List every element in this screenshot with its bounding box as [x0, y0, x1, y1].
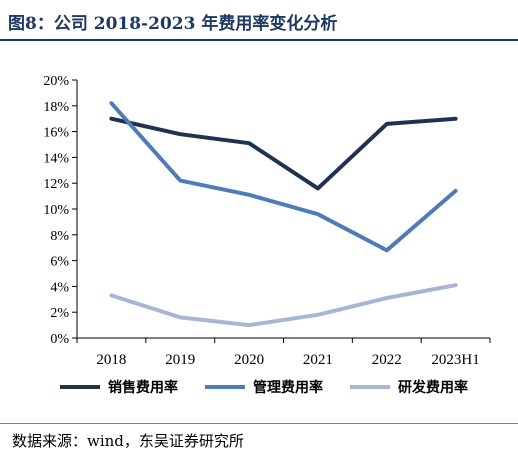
legend-label: 研发费用率 [398, 379, 468, 396]
y-tick-label: 0% [50, 332, 69, 347]
legend-label: 管理费用率 [253, 379, 323, 396]
series-line-3 [109, 283, 458, 328]
x-tick-label: 2023H1 [431, 352, 479, 368]
y-tick-label: 12% [43, 177, 69, 192]
y-tick-label: 14% [43, 151, 69, 166]
x-tick-label: 2018 [96, 352, 126, 368]
figure-header: 图8：公司 2018-2023 年费用率变化分析 [0, 0, 518, 44]
y-tick-label: 10% [43, 203, 69, 218]
chart-axes [76, 80, 490, 339]
series-line-2 [109, 101, 458, 253]
y-tick-label: 16% [43, 126, 69, 141]
y-tick-label: 6% [50, 255, 69, 270]
x-tick-label: 2022 [372, 352, 402, 368]
y-axis-ticks: 0% 2% 4% 6% 8% 10% 12% 14% 16% 18% 20% [43, 74, 77, 347]
x-axis-ticks: 2018 2019 2020 2021 2022 2023H1 [76, 338, 491, 368]
y-tick-label: 20% [43, 74, 69, 89]
y-tick-label: 18% [43, 100, 69, 115]
series-lines [109, 101, 458, 328]
chart-legend: 销售费用率 管理费用率 研发费用率 [60, 379, 468, 396]
series-line-1 [109, 116, 458, 191]
footer-divider [0, 423, 518, 424]
x-tick-label: 2021 [303, 352, 333, 368]
expense-ratio-chart: 0% 2% 4% 6% 8% 10% 12% 14% 16% 18% 20% 2018 2019 202… [43, 74, 491, 396]
x-tick-label: 2020 [234, 352, 264, 368]
figure-title: 图8：公司 2018-2023 年费用率变化分析 [8, 14, 338, 34]
x-tick-label: 2019 [165, 352, 195, 368]
y-tick-label: 8% [50, 229, 69, 244]
y-tick-label: 4% [50, 280, 69, 295]
source-note: 数据来源：wind，东吴证券研究所 [12, 432, 244, 450]
legend-label: 销售费用率 [108, 379, 178, 396]
title-divider [0, 39, 518, 41]
y-tick-label: 2% [50, 306, 69, 321]
